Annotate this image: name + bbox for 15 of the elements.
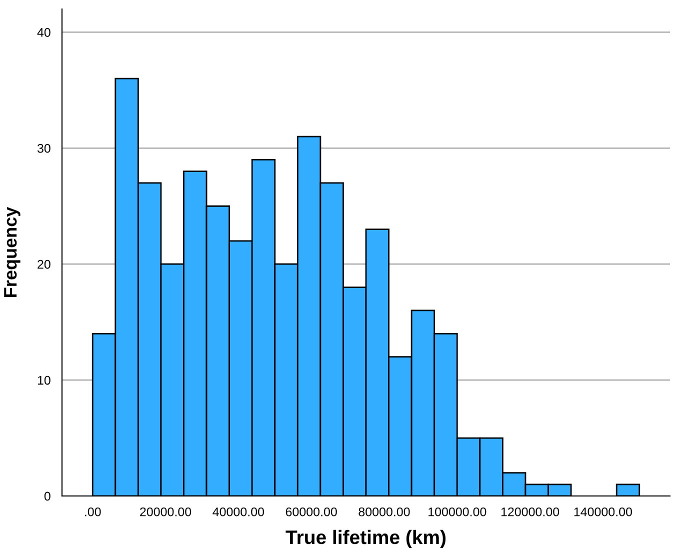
y-tick-label: 40 bbox=[37, 28, 50, 37]
x-tick-label: 140000.00 bbox=[574, 507, 632, 516]
x-tick-label: 120000.00 bbox=[501, 507, 560, 516]
x-tick-label: 100000.00 bbox=[428, 507, 486, 516]
y-tick-label: 30 bbox=[37, 144, 50, 153]
x-tick-label: 20000.00 bbox=[140, 507, 192, 516]
y-tick-label: 20 bbox=[38, 260, 50, 269]
y-axis-title: Frequency bbox=[4, 206, 20, 297]
x-axis-title: True lifetime (km) bbox=[286, 530, 446, 548]
y-tick-label: 10 bbox=[38, 376, 50, 385]
x-tick-label: 80000.00 bbox=[358, 507, 410, 516]
x-tick-label: 40000.00 bbox=[212, 507, 264, 516]
x-tick-label: .00 bbox=[85, 507, 101, 516]
y-tick-label: 0 bbox=[44, 492, 50, 501]
x-tick-label: 60000.00 bbox=[286, 507, 337, 516]
